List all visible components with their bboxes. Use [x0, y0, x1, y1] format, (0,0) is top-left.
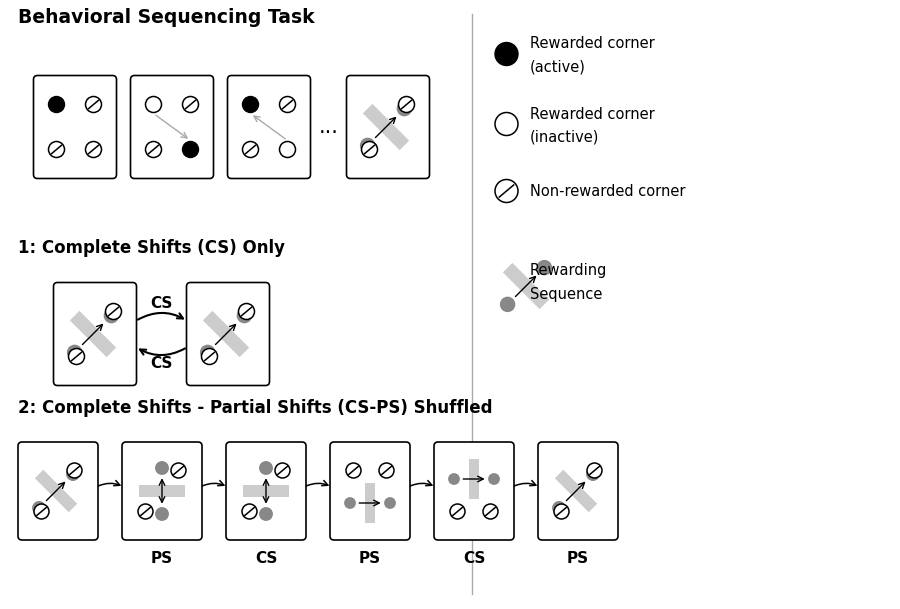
- Circle shape: [34, 504, 49, 519]
- Circle shape: [68, 348, 85, 365]
- Bar: [243, 485, 289, 497]
- Circle shape: [156, 508, 168, 520]
- Circle shape: [202, 348, 218, 365]
- FancyBboxPatch shape: [33, 76, 116, 178]
- Circle shape: [86, 141, 102, 158]
- FancyBboxPatch shape: [346, 76, 429, 178]
- Circle shape: [280, 96, 295, 113]
- Circle shape: [260, 462, 272, 474]
- Circle shape: [280, 141, 295, 158]
- Circle shape: [399, 96, 415, 113]
- Bar: [139, 485, 185, 497]
- FancyBboxPatch shape: [228, 76, 310, 178]
- Circle shape: [500, 297, 515, 311]
- Circle shape: [242, 504, 257, 519]
- Circle shape: [346, 463, 361, 478]
- Bar: [363, 104, 410, 150]
- Circle shape: [201, 345, 214, 359]
- Circle shape: [398, 102, 411, 116]
- Bar: [554, 470, 598, 512]
- Circle shape: [449, 474, 459, 484]
- Circle shape: [587, 463, 602, 478]
- Text: CS: CS: [255, 551, 277, 566]
- Circle shape: [67, 468, 79, 481]
- Circle shape: [495, 113, 518, 135]
- Text: (active): (active): [530, 60, 586, 74]
- Text: CS: CS: [150, 297, 173, 311]
- Circle shape: [105, 303, 122, 320]
- Bar: [202, 311, 249, 357]
- Text: Rewarding: Rewarding: [530, 264, 608, 278]
- Circle shape: [138, 504, 153, 519]
- Text: Behavioral Sequencing Task: Behavioral Sequencing Task: [18, 8, 315, 27]
- Text: Sequence: Sequence: [530, 286, 602, 301]
- FancyBboxPatch shape: [18, 442, 98, 540]
- Bar: [365, 483, 375, 523]
- Text: 2: Complete Shifts - Partial Shifts (CS-PS) Shuffled: 2: Complete Shifts - Partial Shifts (CS-…: [18, 399, 492, 417]
- Circle shape: [379, 463, 394, 478]
- FancyBboxPatch shape: [130, 76, 213, 178]
- FancyBboxPatch shape: [186, 283, 269, 385]
- Circle shape: [183, 141, 199, 158]
- Circle shape: [450, 504, 465, 519]
- Circle shape: [146, 96, 161, 113]
- Text: Non-rewarded corner: Non-rewarded corner: [530, 183, 686, 199]
- Text: Rewarded corner: Rewarded corner: [530, 37, 655, 52]
- Circle shape: [146, 141, 161, 158]
- Circle shape: [489, 474, 500, 484]
- Text: PS: PS: [359, 551, 381, 566]
- Circle shape: [495, 43, 518, 66]
- Circle shape: [242, 96, 258, 113]
- Text: CS: CS: [463, 551, 485, 566]
- FancyBboxPatch shape: [434, 442, 514, 540]
- Text: Rewarded corner: Rewarded corner: [530, 107, 655, 122]
- Circle shape: [587, 468, 599, 481]
- Circle shape: [238, 309, 251, 323]
- Text: PS: PS: [151, 551, 173, 566]
- Bar: [35, 470, 77, 512]
- Text: ...: ...: [319, 117, 338, 137]
- Circle shape: [68, 345, 82, 359]
- Bar: [469, 459, 479, 499]
- Text: CS: CS: [150, 356, 173, 371]
- FancyBboxPatch shape: [538, 442, 618, 540]
- FancyBboxPatch shape: [122, 442, 202, 540]
- Circle shape: [183, 96, 199, 113]
- Circle shape: [32, 502, 45, 514]
- Text: 1: Complete Shifts (CS) Only: 1: Complete Shifts (CS) Only: [18, 239, 285, 257]
- Circle shape: [156, 462, 168, 474]
- FancyBboxPatch shape: [330, 442, 410, 540]
- Circle shape: [345, 498, 356, 508]
- Circle shape: [238, 303, 255, 320]
- Text: (inactive): (inactive): [530, 130, 599, 144]
- Circle shape: [49, 96, 65, 113]
- Circle shape: [171, 463, 186, 478]
- Circle shape: [86, 96, 102, 113]
- Circle shape: [554, 504, 569, 519]
- Bar: [70, 311, 116, 357]
- Circle shape: [242, 141, 258, 158]
- Bar: [503, 263, 549, 309]
- Circle shape: [553, 502, 565, 514]
- Circle shape: [483, 504, 498, 519]
- Circle shape: [67, 463, 82, 478]
- FancyBboxPatch shape: [226, 442, 306, 540]
- Text: PS: PS: [567, 551, 590, 566]
- Circle shape: [495, 180, 518, 203]
- Circle shape: [260, 508, 272, 520]
- Circle shape: [275, 463, 290, 478]
- Circle shape: [537, 261, 552, 275]
- Circle shape: [49, 141, 65, 158]
- Circle shape: [385, 498, 395, 508]
- FancyBboxPatch shape: [53, 283, 137, 385]
- Circle shape: [361, 138, 374, 152]
- Circle shape: [104, 309, 119, 323]
- Circle shape: [362, 141, 377, 158]
